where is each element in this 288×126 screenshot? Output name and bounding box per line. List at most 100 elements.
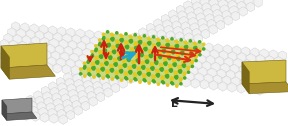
Polygon shape bbox=[192, 28, 200, 38]
Circle shape bbox=[143, 35, 145, 37]
Circle shape bbox=[186, 58, 188, 61]
Circle shape bbox=[177, 53, 179, 55]
Circle shape bbox=[156, 69, 158, 71]
Polygon shape bbox=[162, 46, 170, 56]
Polygon shape bbox=[80, 96, 88, 105]
Polygon shape bbox=[72, 35, 80, 44]
Polygon shape bbox=[211, 4, 220, 13]
Circle shape bbox=[191, 65, 194, 68]
Polygon shape bbox=[247, 54, 255, 63]
Polygon shape bbox=[241, 47, 250, 56]
Circle shape bbox=[116, 32, 118, 34]
Polygon shape bbox=[18, 41, 27, 51]
Polygon shape bbox=[160, 41, 169, 50]
Circle shape bbox=[143, 79, 145, 81]
Polygon shape bbox=[93, 81, 101, 91]
Circle shape bbox=[95, 61, 98, 63]
Polygon shape bbox=[28, 101, 36, 110]
Polygon shape bbox=[54, 33, 62, 42]
Circle shape bbox=[101, 65, 103, 67]
Circle shape bbox=[141, 53, 143, 55]
Polygon shape bbox=[256, 55, 264, 64]
Circle shape bbox=[109, 53, 111, 55]
Circle shape bbox=[120, 66, 122, 68]
Polygon shape bbox=[118, 47, 126, 56]
Circle shape bbox=[175, 40, 177, 42]
Circle shape bbox=[186, 54, 188, 56]
Polygon shape bbox=[219, 51, 228, 60]
Polygon shape bbox=[217, 0, 226, 3]
Circle shape bbox=[91, 54, 94, 56]
Circle shape bbox=[160, 63, 162, 66]
Polygon shape bbox=[78, 90, 86, 100]
Polygon shape bbox=[223, 45, 231, 54]
Circle shape bbox=[178, 57, 180, 59]
Circle shape bbox=[137, 60, 139, 62]
Polygon shape bbox=[62, 65, 71, 74]
Circle shape bbox=[139, 68, 141, 70]
Polygon shape bbox=[251, 48, 259, 57]
Circle shape bbox=[124, 65, 126, 67]
Polygon shape bbox=[35, 96, 44, 106]
Polygon shape bbox=[149, 37, 158, 46]
Polygon shape bbox=[182, 78, 190, 87]
Polygon shape bbox=[77, 41, 86, 51]
Circle shape bbox=[198, 41, 201, 43]
Polygon shape bbox=[179, 52, 187, 62]
Polygon shape bbox=[159, 35, 167, 45]
Circle shape bbox=[157, 73, 160, 76]
Circle shape bbox=[88, 60, 90, 62]
Circle shape bbox=[163, 51, 165, 53]
Circle shape bbox=[100, 52, 102, 54]
Circle shape bbox=[102, 64, 104, 66]
Polygon shape bbox=[100, 38, 108, 47]
Polygon shape bbox=[232, 46, 240, 55]
Circle shape bbox=[98, 39, 101, 41]
Circle shape bbox=[178, 65, 181, 68]
Polygon shape bbox=[95, 87, 103, 96]
Polygon shape bbox=[88, 55, 96, 65]
Polygon shape bbox=[61, 52, 69, 62]
Circle shape bbox=[191, 62, 193, 64]
Polygon shape bbox=[125, 59, 133, 69]
Circle shape bbox=[150, 54, 153, 56]
Circle shape bbox=[171, 38, 173, 40]
Circle shape bbox=[169, 66, 171, 68]
Polygon shape bbox=[222, 76, 231, 85]
Polygon shape bbox=[63, 99, 71, 109]
Circle shape bbox=[111, 38, 113, 40]
Polygon shape bbox=[175, 58, 183, 68]
Polygon shape bbox=[156, 24, 164, 34]
Polygon shape bbox=[108, 70, 117, 79]
Circle shape bbox=[112, 47, 114, 49]
Circle shape bbox=[138, 72, 140, 74]
Circle shape bbox=[160, 65, 162, 67]
Circle shape bbox=[162, 50, 164, 52]
Circle shape bbox=[126, 45, 129, 48]
Circle shape bbox=[102, 38, 105, 40]
Polygon shape bbox=[263, 74, 271, 84]
Polygon shape bbox=[8, 28, 16, 37]
Circle shape bbox=[104, 59, 107, 61]
Circle shape bbox=[107, 71, 109, 73]
Circle shape bbox=[100, 56, 102, 58]
Polygon shape bbox=[2, 98, 32, 114]
Polygon shape bbox=[133, 47, 141, 57]
Circle shape bbox=[153, 76, 155, 78]
Circle shape bbox=[130, 39, 132, 42]
Circle shape bbox=[166, 74, 169, 77]
Circle shape bbox=[174, 64, 176, 67]
Circle shape bbox=[153, 44, 155, 46]
Circle shape bbox=[163, 59, 166, 61]
Circle shape bbox=[99, 42, 101, 44]
Circle shape bbox=[185, 42, 187, 44]
Polygon shape bbox=[87, 91, 96, 101]
Polygon shape bbox=[197, 54, 205, 64]
Circle shape bbox=[126, 73, 128, 75]
Polygon shape bbox=[217, 69, 225, 79]
Circle shape bbox=[139, 71, 141, 74]
Polygon shape bbox=[114, 45, 123, 55]
Circle shape bbox=[176, 46, 178, 48]
Circle shape bbox=[181, 47, 183, 49]
Polygon shape bbox=[48, 26, 56, 35]
